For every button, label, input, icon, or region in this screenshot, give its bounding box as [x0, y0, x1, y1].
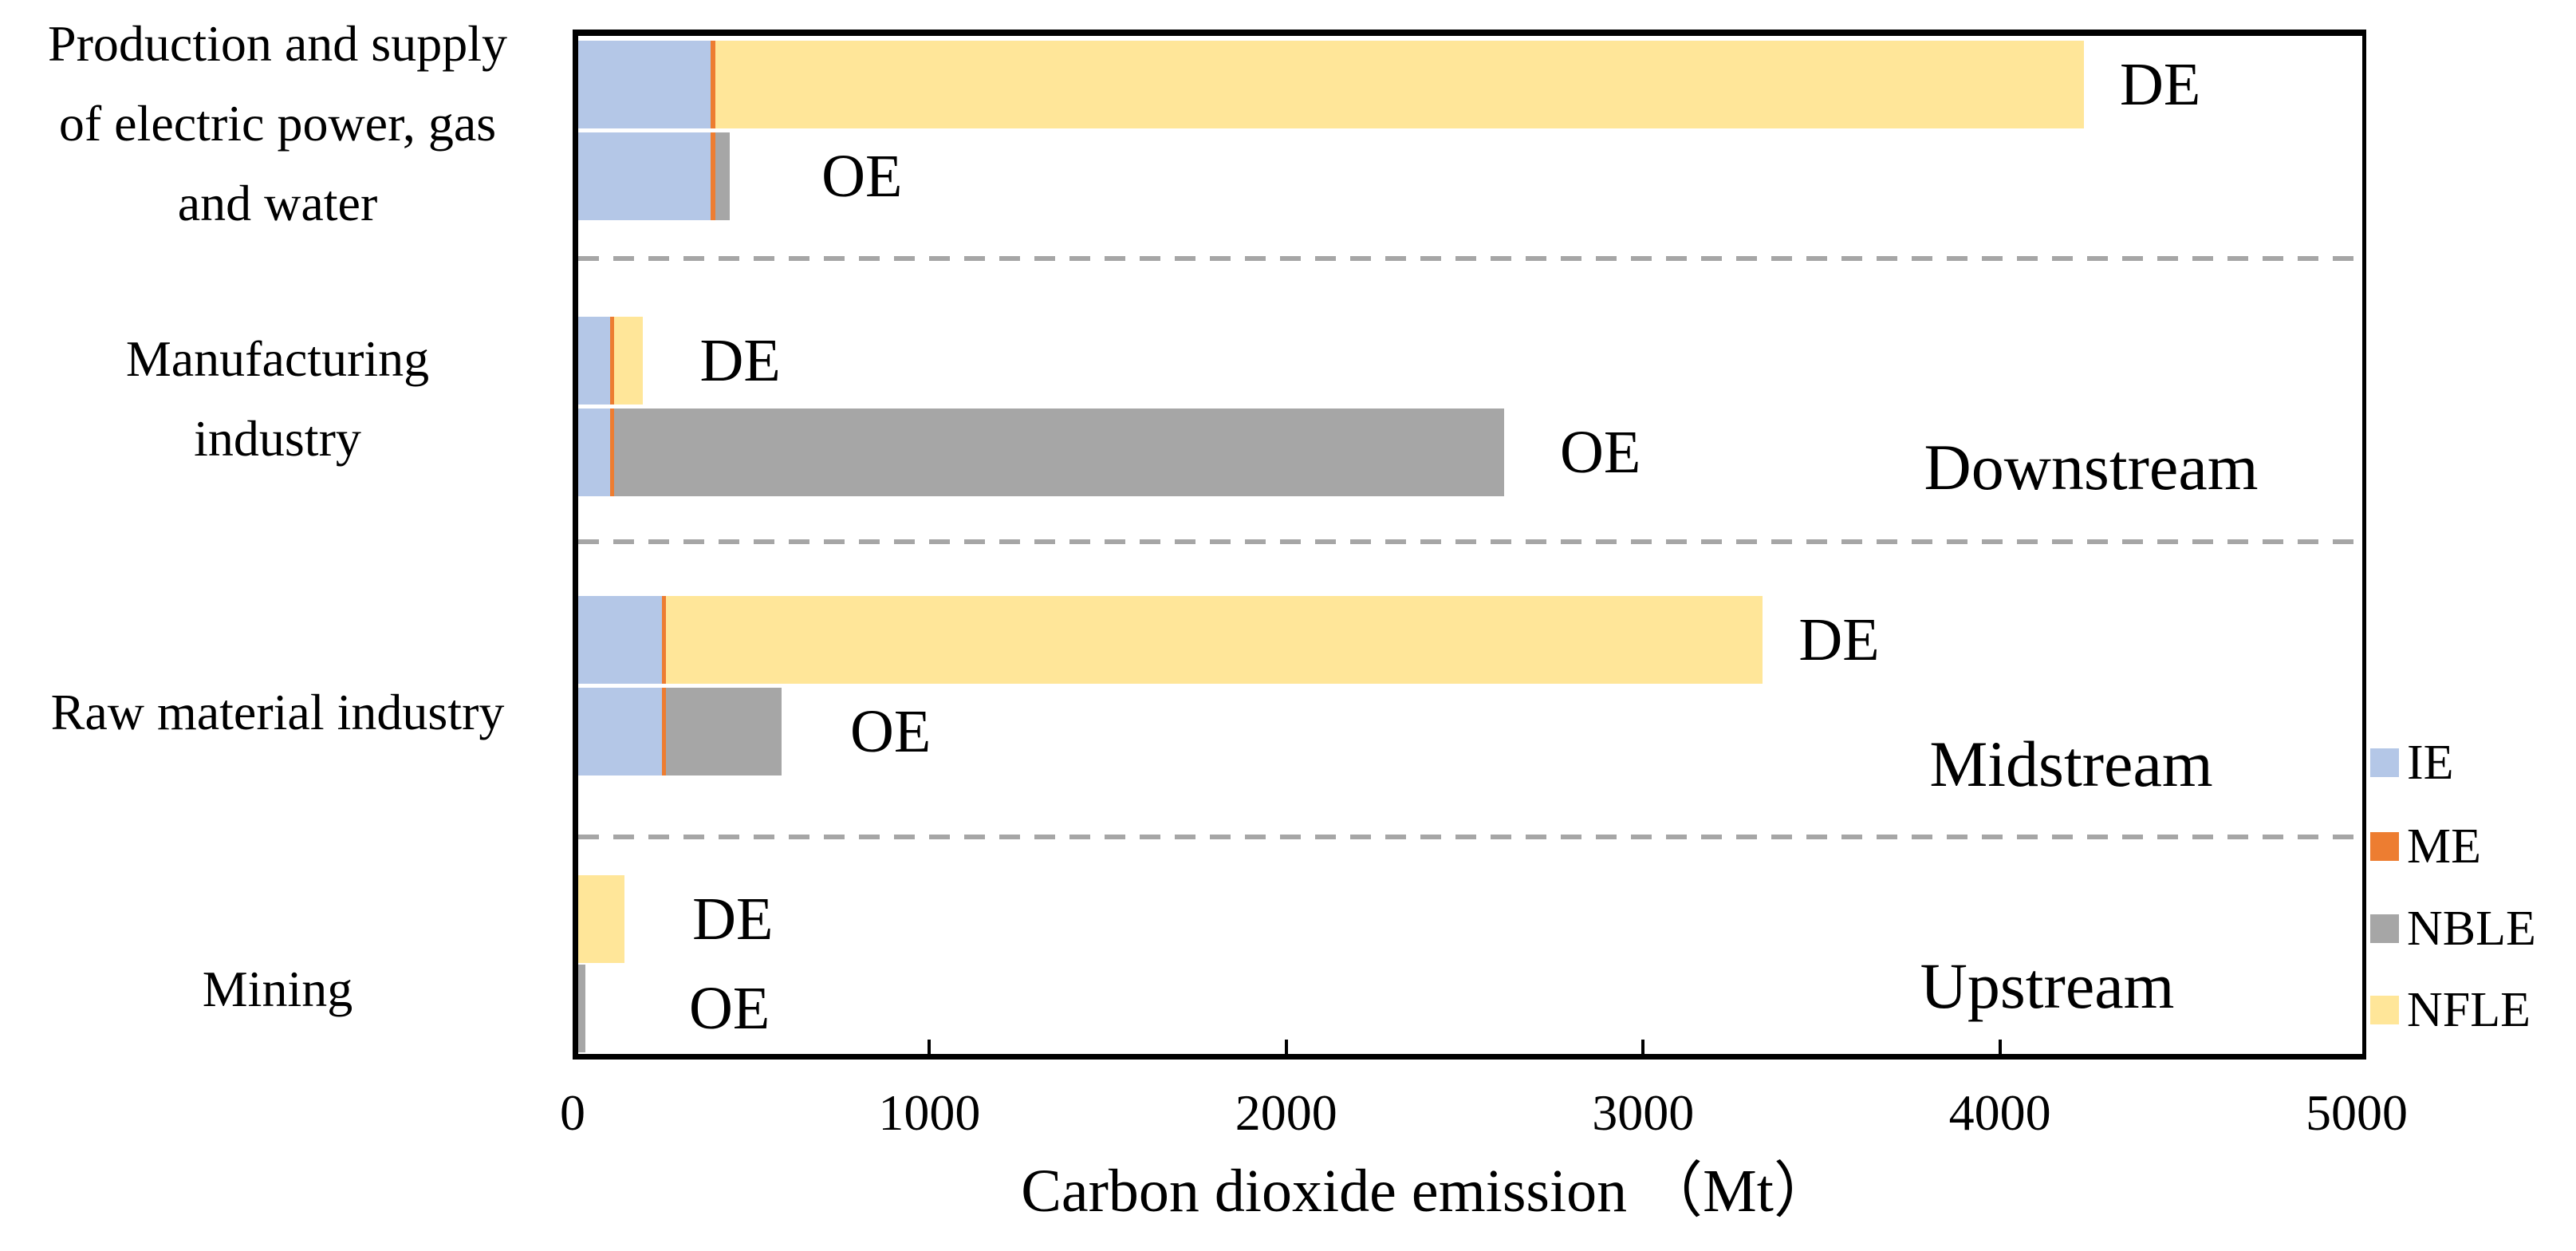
bar-label-de: DE	[1798, 606, 1880, 673]
zone-separator-2	[578, 539, 2362, 544]
segment-me	[662, 688, 666, 775]
category-label-group4: Mining	[6, 949, 549, 1029]
x-tick-label: 0	[560, 1084, 585, 1141]
segment-nble	[715, 132, 731, 220]
segment-ie	[578, 408, 611, 496]
x-tick-mark	[1641, 1040, 1645, 1059]
plot-area: DE OE DE OE DE OE DE OE Downstream Midstream Upstr…	[573, 30, 2366, 1060]
segment-ie	[578, 41, 711, 128]
segment-me	[610, 317, 614, 405]
bar-de-group3	[578, 596, 1763, 684]
stream-label-upstream: Upstream	[1920, 949, 2175, 1022]
segment-ie	[578, 132, 711, 220]
bar-label-de: DE	[699, 327, 781, 394]
legend-swatch-nble	[2370, 914, 2399, 943]
category-label-line: Mining	[202, 961, 353, 1017]
bar-label-oe: OE	[850, 698, 932, 765]
legend-item-me: ME	[2370, 822, 2481, 871]
segment-ie	[578, 596, 663, 684]
legend-item-nble: NBLE	[2370, 904, 2536, 953]
category-label-line: and water	[177, 175, 378, 231]
segment-me	[662, 596, 666, 684]
legend-item-nfle: NFLE	[2370, 985, 2531, 1035]
x-tick-label: 2000	[1235, 1084, 1337, 1141]
segment-nble	[613, 408, 1504, 496]
segment-ie	[578, 317, 611, 405]
category-label-line: of electric power, gas	[58, 95, 497, 152]
bar-de-group1	[578, 41, 2084, 128]
segment-ie	[578, 688, 663, 775]
category-label-group3: Raw material industry	[6, 673, 549, 752]
bar-label-oe: OE	[688, 975, 770, 1042]
segment-nfle	[578, 875, 625, 963]
bar-de-group4	[578, 875, 625, 963]
bar-label-oe: OE	[1560, 419, 1641, 486]
zone-separator-1	[578, 256, 2362, 261]
bar-de-group2	[578, 317, 643, 405]
legend-label: NBLE	[2407, 902, 2536, 956]
legend-label: ME	[2407, 819, 2481, 874]
stream-label-midstream: Midstream	[1929, 728, 2213, 800]
segment-nble	[665, 688, 782, 775]
x-axis-title: Carbon dioxide emission （Mt）	[1021, 1158, 1834, 1225]
bar-oe-group2	[578, 408, 1504, 496]
category-label-line: Production and supply	[48, 15, 507, 72]
legend-item-ie: IE	[2370, 738, 2454, 787]
bar-oe-group3	[578, 688, 782, 775]
bar-label-oe: OE	[821, 143, 903, 210]
bar-oe-group4	[578, 965, 585, 1052]
segment-me	[710, 132, 716, 220]
bar-label-de: DE	[2120, 51, 2201, 118]
segment-me	[710, 41, 716, 128]
category-label-line: Manufacturing	[125, 330, 430, 387]
x-tick-label: 4000	[1948, 1084, 2051, 1141]
x-tick-mark	[1284, 1040, 1288, 1059]
stream-label-downstream: Downstream	[1924, 431, 2259, 503]
bar-label-de: DE	[692, 886, 774, 953]
bar-oe-group1	[578, 132, 731, 220]
category-label-line: industry	[194, 410, 361, 467]
category-label-line: Raw material industry	[50, 684, 505, 740]
segment-nble	[578, 965, 585, 1052]
zone-separator-3	[578, 835, 2362, 839]
segment-nfle	[665, 596, 1763, 684]
x-tick-mark	[1998, 1040, 2002, 1059]
x-tick-label: 5000	[2306, 1084, 2408, 1141]
legend-swatch-ie	[2370, 748, 2399, 777]
category-label-group2: Manufacturing industry	[6, 319, 549, 479]
segment-nfle	[715, 41, 2084, 128]
segment-me	[610, 408, 614, 496]
x-tick-mark	[928, 1040, 932, 1059]
x-tick-label: 3000	[1592, 1084, 1695, 1141]
x-tick-label: 1000	[878, 1084, 981, 1141]
legend-label: IE	[2407, 736, 2454, 790]
legend-swatch-me	[2370, 832, 2399, 861]
legend-swatch-nfle	[2370, 996, 2399, 1024]
legend-label: NFLE	[2407, 983, 2531, 1037]
segment-nfle	[613, 317, 643, 405]
category-label-group1: Production and supply of electric power, …	[6, 4, 549, 243]
